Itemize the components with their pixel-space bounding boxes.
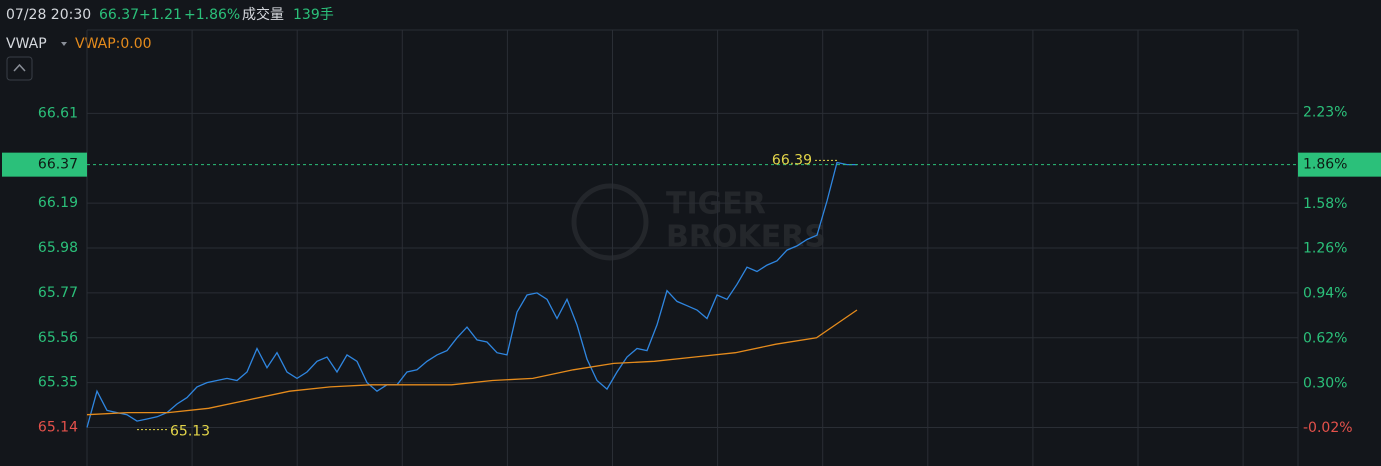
y-tick-label: 65.35 [38,375,78,391]
indicator-name[interactable]: VWAP [6,36,47,52]
y2-tick-label: 1.58% [1303,196,1347,212]
y-tick-label: 65.98 [38,240,78,256]
price-line [86,161,857,428]
y2-tick-label: 0.30% [1303,375,1347,391]
collapse-button[interactable] [6,56,33,81]
low-label: 65.13 [170,424,210,440]
header-price: 66.37 [99,7,139,23]
y2-tick-label: 0.94% [1303,286,1347,302]
watermark: TIGER BROKERS [571,183,826,261]
y-tick-label: 65.14 [38,420,78,436]
high-label: 66.39 [772,152,812,168]
indicator-dropdown[interactable] [61,42,67,46]
indicator-value: VWAP:0.00 [75,36,152,52]
y-tick-label: 65.77 [38,285,78,301]
header-change-pct: +1.86% [184,7,240,23]
header-volume: 139手 [293,7,334,23]
y2-tick-label: -0.02% [1303,420,1353,436]
last-price-label: 66.37 [38,157,78,173]
vwap-line [86,309,858,416]
y2-tick-label: 0.62% [1303,330,1347,346]
watermark-text: BROKERS [666,220,826,255]
header-datetime: 07/28 20:30 [6,7,91,23]
header-volume-label: 成交量 [242,6,284,23]
watermark-logo [571,183,649,261]
y-tick-label: 66.61 [38,105,78,121]
last-change-box [1298,152,1381,177]
watermark-text: TIGER [666,187,766,222]
y-tick-label: 65.56 [38,330,78,346]
y2-tick-label: 1.26% [1303,241,1347,257]
y-tick-label: 66.19 [38,195,78,211]
y2-tick-label: 2.23% [1303,105,1347,121]
last-change-label: 1.86% [1303,157,1347,173]
collapse-icon [13,63,26,72]
last-price-box [2,152,87,177]
header-change: +1.21 [139,7,182,23]
